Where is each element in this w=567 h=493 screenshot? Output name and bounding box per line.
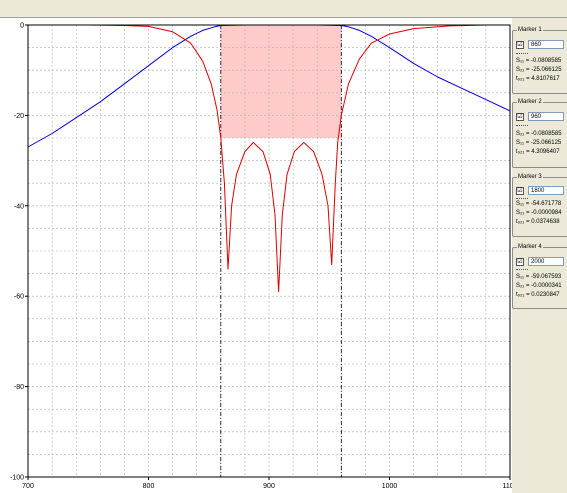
- marker-2-value-2: S₁₁ = -25.066125: [516, 140, 562, 146]
- marker-3-title: Marker 3: [517, 174, 543, 181]
- y-tick-label: -80: [14, 384, 24, 391]
- series-line-2: [28, 24, 510, 293]
- marker-1-divider: [516, 53, 528, 54]
- marker-panel: Marker 1 ☑ 860 S₁₁ = -0.0808585 S₂₁ = -2…: [512, 18, 567, 493]
- y-tick-label: -100: [10, 475, 24, 482]
- marker-1-title: Marker 1: [517, 27, 543, 34]
- marker-2-checkbox[interactable]: ☑: [516, 112, 524, 121]
- marker-3-divider: [516, 198, 528, 199]
- window-top-bar: [0, 0, 567, 18]
- marker-1-checkbox[interactable]: ☑: [516, 40, 524, 49]
- y-tick-label: -20: [14, 113, 24, 120]
- y-tick-label: 0: [20, 23, 24, 30]
- marker-3-checkbox[interactable]: ☑: [516, 186, 524, 195]
- x-tick-label: 800: [143, 483, 155, 490]
- marker-1-group: Marker 1 ☑ 860 S₁₁ = -0.0808585 S₂₁ = -2…: [512, 27, 567, 94]
- marker-4-value-3: t₉₂₁ = 0.0230847: [516, 292, 560, 298]
- marker-1-value-2: S₂₁ = -25.066125: [516, 67, 562, 73]
- y-tick-label: -40: [14, 203, 24, 210]
- x-tick-label: 900: [263, 483, 275, 490]
- marker-4-divider: [516, 269, 528, 270]
- marker-1-value-3: t₉₂₁ = 4.8107617: [516, 76, 560, 82]
- marker-4-title: Marker 4: [517, 244, 543, 251]
- marker-4-value-1: S₁₁ = -59.067593: [516, 274, 562, 280]
- marker-1-value-1: S₁₁ = -0.0808585: [516, 58, 562, 64]
- x-tick-label: 1000: [382, 483, 398, 490]
- marker-2-group: Marker 2 ☑ 960 S₂₁ = -0.0808585 S₁₁ = -2…: [512, 99, 567, 168]
- marker-4-group: Marker 4 ☑ 2000 S₁₁ = -59.067593 S₂₁ = -…: [512, 244, 567, 309]
- passband-highlight: [220, 25, 342, 138]
- marker-3-frequency-input[interactable]: 1800: [528, 186, 564, 195]
- marker-2-frequency-input[interactable]: 960: [528, 112, 564, 121]
- marker-3-value-3: t₉₂₁ = 0.0374638: [516, 219, 560, 225]
- marker-3-group: Marker 3 ☑ 1800 S₁₁ = -54.671778 S₂₁ = -…: [512, 174, 567, 237]
- marker-2-value-3: t₉₂₁ = 4.3096407: [516, 149, 560, 155]
- marker-3-value-2: S₂₁ = -0.0000984: [516, 210, 562, 216]
- marker-2-divider: [516, 125, 528, 126]
- marker-1-frequency-input[interactable]: 860: [528, 40, 564, 49]
- marker-2-title: Marker 2: [517, 99, 543, 106]
- marker-3-value-1: S₁₁ = -54.671778: [516, 201, 562, 207]
- x-tick-label: 700: [22, 483, 34, 490]
- y-tick-label: -60: [14, 294, 24, 301]
- marker-4-value-2: S₂₁ = -0.0000341: [516, 283, 562, 289]
- marker-4-frequency-input[interactable]: 2000: [528, 257, 564, 266]
- marker-2-value-1: S₂₁ = -0.0808585: [516, 131, 562, 137]
- marker-4-checkbox[interactable]: ☑: [516, 257, 524, 266]
- x-tick-label: 1100: [502, 483, 512, 490]
